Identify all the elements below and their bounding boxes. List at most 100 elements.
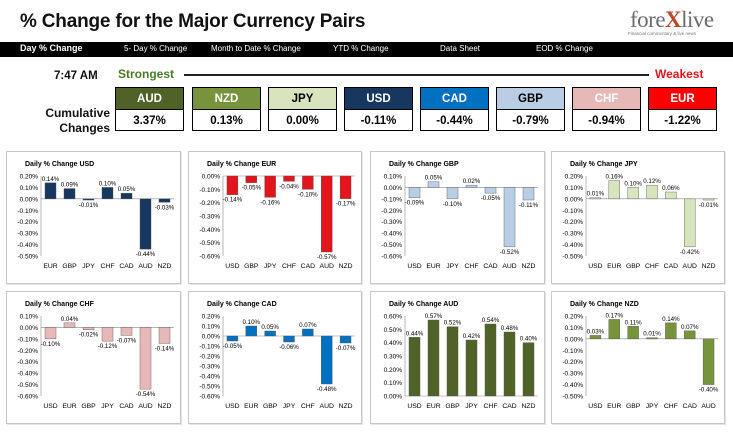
bar-jpy	[283, 335, 295, 343]
chart-title: Daily % Change JPY	[570, 161, 638, 168]
y-tick-label: 0.10%	[384, 174, 403, 181]
currency-cumulative-value: 3.37%	[115, 109, 184, 131]
currency-box-usd: USD -0.11%	[344, 87, 413, 131]
data-label: -0.07%	[336, 345, 356, 352]
currency-name: USD	[344, 87, 413, 109]
y-tick-label: 0.00%	[20, 196, 39, 203]
x-tick-label: USD	[43, 403, 57, 410]
chart-title: Daily % Change CHF	[25, 301, 95, 308]
tab-month-to-date-change[interactable]: Month to Date % Change	[211, 44, 301, 53]
currency-name: NZD	[192, 87, 261, 109]
bar-chart: Daily % Change NZD 0.20% 0.10% 0.00% -0.10% -…	[562, 301, 718, 410]
bar-chf	[302, 328, 314, 337]
data-label: 0.07%	[681, 324, 699, 331]
bar-cad	[120, 192, 133, 200]
x-tick-label: NZD	[339, 403, 353, 410]
x-tick-label: AUD	[138, 263, 152, 270]
chart-title: Daily % Change GBP	[389, 161, 459, 168]
tab-ytd-change[interactable]: YTD % Change	[333, 44, 389, 53]
tab-day-change[interactable]: Day % Change	[20, 43, 83, 53]
x-tick-label: CAD	[301, 263, 315, 270]
y-tick-label: -0.60%	[17, 394, 38, 401]
y-tick-label: -0.50%	[17, 382, 38, 389]
x-tick-label: EUR	[426, 403, 440, 410]
page-title: % Change for the Major Currency Pairs	[20, 11, 366, 32]
bar-usd	[226, 175, 239, 195]
y-tick-label: -0.50%	[381, 242, 402, 249]
bar-chf	[646, 184, 658, 200]
y-tick-label: -0.40%	[17, 371, 38, 378]
data-label: -0.57%	[317, 254, 337, 261]
tab-5-day-change[interactable]: 5- Day % Change	[124, 44, 188, 53]
currency-box-gbp: GBP -0.79%	[496, 87, 565, 131]
bar-jpy	[465, 339, 478, 397]
bar-jpy	[101, 327, 114, 342]
bar-gbp	[63, 188, 76, 200]
data-label: -0.48%	[317, 386, 337, 393]
currency-name: CAD	[420, 87, 489, 109]
bar-gbp	[264, 330, 276, 337]
data-label: 0.10%	[99, 180, 117, 187]
y-tick-label: 0.20%	[565, 174, 584, 181]
data-label: -0.54%	[136, 391, 156, 398]
data-label: 0.54%	[482, 317, 500, 324]
forexlive-logo[interactable]: foreXlive Financial commentary & live ne…	[604, 6, 722, 38]
y-tick-label: -0.60%	[199, 394, 220, 401]
y-tick-label: -0.20%	[17, 219, 38, 226]
x-tick-label: CAD	[119, 263, 133, 270]
y-tick-label: -0.50%	[562, 394, 583, 401]
y-tick-label: 0.00%	[565, 336, 584, 343]
data-label: -0.44%	[136, 251, 156, 258]
y-tick-label: -0.50%	[17, 254, 38, 261]
currency-cumulative-value: 0.13%	[192, 109, 261, 131]
x-tick-label: USD	[225, 403, 239, 410]
y-tick-label: -0.10%	[381, 196, 402, 203]
y-tick-label: 0.10%	[565, 325, 584, 332]
x-tick-label: JPY	[646, 403, 659, 410]
bar-chart: Daily % Change USD 0.20% 0.10% 0.00% -0.10% -…	[17, 161, 174, 270]
data-label: 0.52%	[444, 320, 462, 327]
y-tick-label: -0.40%	[17, 242, 38, 249]
tab-eod-change[interactable]: EOD % Change	[536, 44, 593, 53]
bar-gbp	[446, 326, 459, 397]
y-tick-label: -0.30%	[17, 231, 38, 238]
chart-title: Daily % Change USD	[25, 161, 94, 168]
x-tick-label: USD	[588, 403, 602, 410]
y-tick-label: 0.60%	[384, 314, 403, 321]
y-tick-label: -0.10%	[562, 348, 583, 355]
y-tick-label: -0.30%	[199, 214, 220, 221]
bar-chart: Daily % Change CHF0.10%0.00%-0.10%-0.20%…	[17, 301, 174, 410]
y-tick-label: -0.20%	[199, 354, 220, 361]
x-tick-label: NZD	[702, 263, 716, 270]
bar-usd	[408, 187, 421, 198]
data-label: -0.01%	[79, 202, 99, 209]
bar-nzd	[339, 335, 352, 344]
currency-cumulative-value: -0.44%	[420, 109, 489, 131]
bar-chart: Daily % Change EUR 0.00% -0.10% -0.20% -0.30…	[199, 161, 355, 270]
bar-gbp	[627, 326, 639, 340]
ranking-line	[184, 74, 649, 76]
x-tick-label: EUR	[62, 403, 76, 410]
bar-usd	[44, 327, 57, 340]
y-tick-label: 0.10%	[202, 324, 221, 331]
bar-jpy	[264, 175, 276, 198]
bar-aud	[321, 175, 333, 253]
data-label: 0.42%	[463, 333, 481, 340]
data-label: 0.01%	[587, 191, 605, 198]
title-bar: % Change for the Major Currency Pairs fo…	[0, 0, 733, 42]
cumulative-label-line1: Cumulative	[45, 106, 110, 120]
bar-gbp	[627, 187, 639, 200]
x-tick-label: GBP	[626, 403, 641, 410]
currency-box-cad: CAD -0.44%	[420, 87, 489, 131]
bar-aud	[139, 198, 152, 250]
y-tick-label: 0.10%	[20, 185, 39, 192]
data-label: -0.07%	[117, 337, 137, 344]
data-label: 0.40%	[520, 336, 538, 343]
bar-nzd	[522, 187, 535, 201]
y-tick-label: -0.50%	[199, 384, 220, 391]
y-tick-label: 0.50%	[384, 327, 403, 334]
y-tick-label: -0.50%	[562, 254, 583, 261]
y-tick-label: -0.60%	[381, 254, 402, 261]
tab-data-sheet[interactable]: Data Sheet	[440, 44, 481, 53]
bar-usd	[226, 335, 239, 342]
